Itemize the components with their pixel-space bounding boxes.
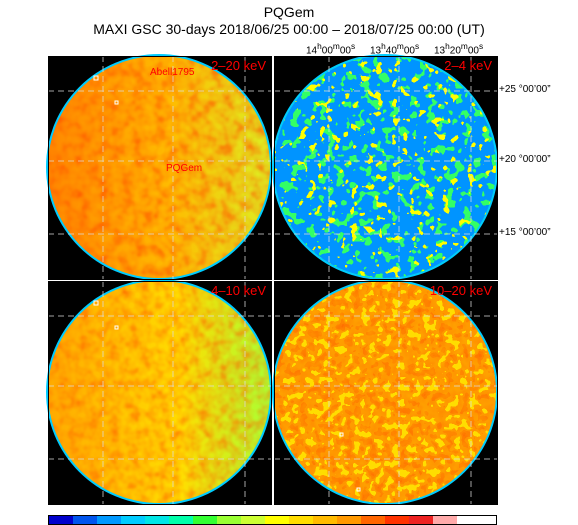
panel-10-20kev [272, 279, 498, 505]
ra-label-14h00m: 14h00m00s [306, 41, 356, 57]
source-label-abell1795: Abell1795 [150, 67, 195, 78]
colorbar-swatch [361, 516, 385, 524]
colorbar-swatch [217, 516, 241, 524]
panel-2-4kev [272, 54, 498, 280]
panel-2-20kev [46, 54, 272, 280]
colorbar-swatch [409, 516, 433, 524]
dec-label-25: +25 °00’00” [499, 84, 551, 95]
colorbar-swatch [169, 516, 193, 524]
colorbar-swatch [121, 516, 145, 524]
colorbar-swatch [193, 516, 217, 524]
band-label-4-10kev: 4–10 keV [211, 283, 266, 298]
page-title: PQGem [263, 4, 315, 20]
panel-4-10kev [46, 279, 272, 505]
colorbar-swatch [289, 516, 313, 524]
colorbar-swatch [145, 516, 169, 524]
band-label-10-20kev: 10–20 keV [430, 283, 492, 298]
colorbar-swatch [241, 516, 265, 524]
colorbar-swatch [73, 516, 97, 524]
page-subtitle: MAXI GSC 30-days 2018/06/25 00:00 – 2018… [93, 21, 485, 37]
colorbar-swatch [265, 516, 289, 524]
band-label-2-4kev: 2–4 keV [444, 58, 492, 73]
colorbar-swatch [313, 516, 337, 524]
colorbar-swatch [457, 516, 496, 524]
coordinate-grid [48, 56, 498, 505]
colorbar-swatch [385, 516, 409, 524]
colorbar [48, 515, 497, 525]
colorbar-swatch [97, 516, 121, 524]
dec-label-15: +15 °00’00” [499, 227, 551, 238]
colorbar-swatch [337, 516, 361, 524]
ra-label-13h20m: 13h20m00s [434, 41, 484, 57]
source-label-pqgem: PQGem [166, 163, 202, 174]
dec-label-20: +20 °00’00” [499, 154, 551, 165]
ra-label-13h40m: 13h40m00s [370, 41, 420, 57]
band-label-2-20kev: 2–20 keV [211, 58, 266, 73]
colorbar-swatch [49, 516, 73, 524]
colorbar-swatch [433, 516, 457, 524]
